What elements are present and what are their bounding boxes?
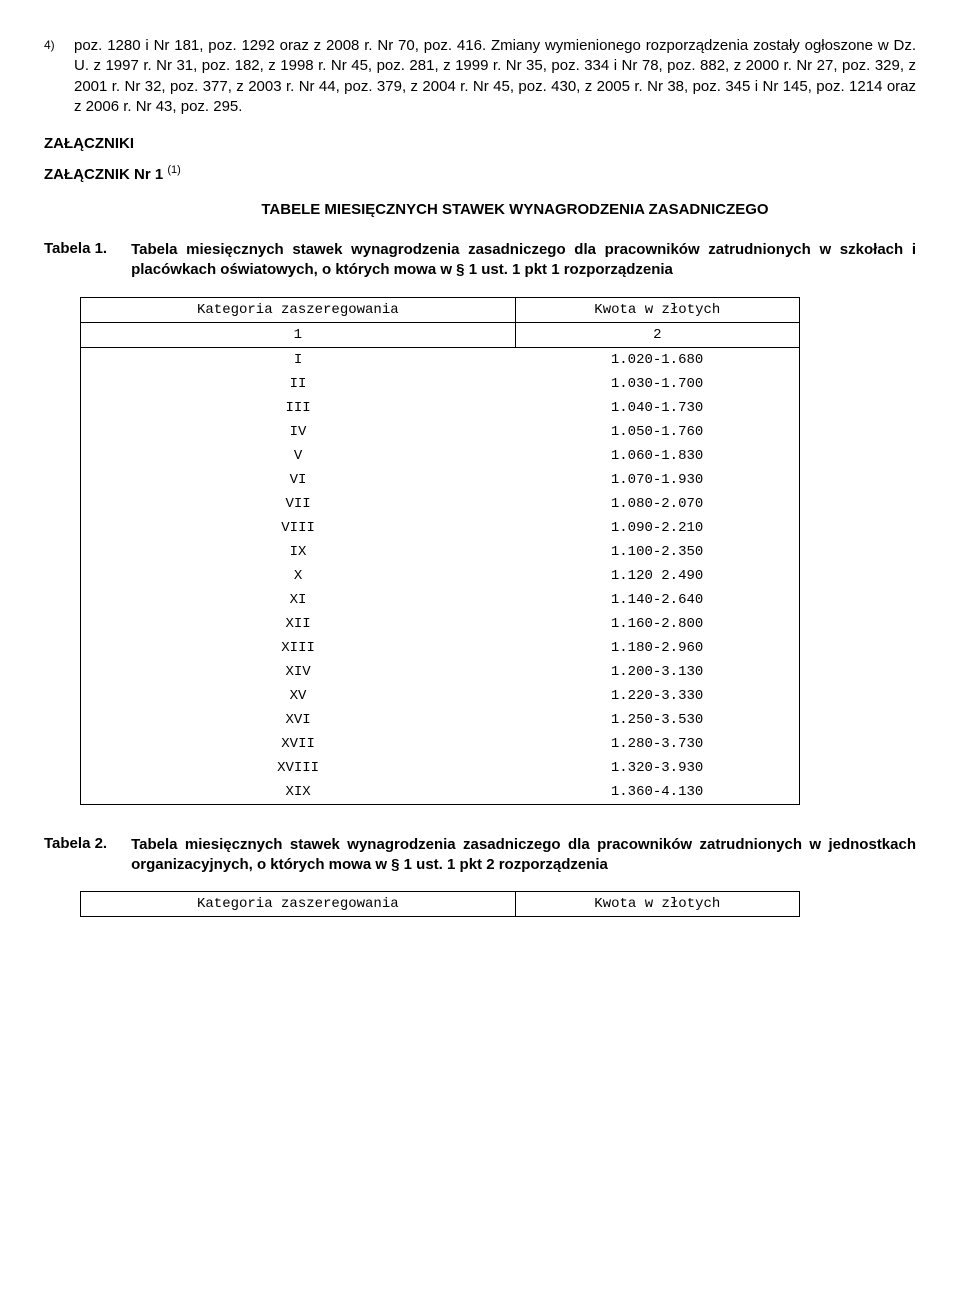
attachment-1-heading: ZAŁĄCZNIK Nr 1 (1) (44, 164, 916, 183)
table2-label: Tabela 2. (44, 835, 107, 852)
table1-numrow: 1 2 (81, 322, 800, 347)
table-row: XV1.220-3.330 (81, 684, 800, 708)
table-cell-amount: 1.030-1.700 (515, 372, 799, 396)
table-row: IX1.100-2.350 (81, 540, 800, 564)
table-cell-amount: 1.200-3.130 (515, 660, 799, 684)
table-cell-category: II (81, 372, 516, 396)
table-cell-amount: 1.220-3.330 (515, 684, 799, 708)
table1-header-amt: Kwota w złotych (515, 297, 799, 322)
table-cell-amount: 1.250-3.530 (515, 708, 799, 732)
table1-header-row: Kategoria zaszeregowania Kwota w złotych (81, 297, 800, 322)
table-row: II1.030-1.700 (81, 372, 800, 396)
table-row: XIV1.200-3.130 (81, 660, 800, 684)
table-row: XVIII1.320-3.930 (81, 756, 800, 780)
table-cell-category: VII (81, 492, 516, 516)
table-cell-category: X (81, 564, 516, 588)
table-cell-category: XVII (81, 732, 516, 756)
table2-caption: Tabela 2. Tabela miesięcznych stawek wyn… (44, 835, 916, 876)
table-cell-category: VIII (81, 516, 516, 540)
table-cell-amount: 1.020-1.680 (515, 347, 799, 372)
table1-numrow-1: 1 (81, 322, 516, 347)
table-row: I1.020-1.680 (81, 347, 800, 372)
table2-header-row: Kategoria zaszeregowania Kwota w złotych (81, 892, 800, 917)
table-cell-category: III (81, 396, 516, 420)
tables-title: TABELE MIESIĘCZNYCH STAWEK WYNAGRODZENIA… (44, 201, 916, 218)
table-row: XII1.160-2.800 (81, 612, 800, 636)
table1-header-cat: Kategoria zaszeregowania (81, 297, 516, 322)
table-cell-category: XVI (81, 708, 516, 732)
table2-desc: Tabela miesięcznych stawek wynagrodzenia… (131, 835, 916, 876)
table-cell-category: VI (81, 468, 516, 492)
table-row: VII1.080-2.070 (81, 492, 800, 516)
table-cell-category: XIV (81, 660, 516, 684)
table-cell-category: XIII (81, 636, 516, 660)
table-cell-category: IV (81, 420, 516, 444)
table1-desc: Tabela miesięcznych stawek wynagrodzenia… (131, 240, 916, 281)
table-cell-amount: 1.280-3.730 (515, 732, 799, 756)
table-cell-category: XV (81, 684, 516, 708)
table-cell-amount: 1.050-1.760 (515, 420, 799, 444)
table-row: X1.120 2.490 (81, 564, 800, 588)
table-cell-amount: 1.180-2.960 (515, 636, 799, 660)
table-cell-amount: 1.100-2.350 (515, 540, 799, 564)
table-row: XVI1.250-3.530 (81, 708, 800, 732)
table1: Kategoria zaszeregowania Kwota w złotych… (80, 297, 800, 805)
footnote-text: poz. 1280 i Nr 181, poz. 1292 oraz z 200… (74, 36, 916, 117)
table2-header-amt: Kwota w złotych (515, 892, 799, 917)
attachment-1-label: ZAŁĄCZNIK Nr 1 (44, 166, 167, 183)
table-cell-amount: 1.320-3.930 (515, 756, 799, 780)
table-row: III1.040-1.730 (81, 396, 800, 420)
table-row: XVII1.280-3.730 (81, 732, 800, 756)
table-row: VI1.070-1.930 (81, 468, 800, 492)
table-cell-category: IX (81, 540, 516, 564)
attachments-heading: ZAŁĄCZNIKI (44, 135, 916, 152)
table-cell-amount: 1.090-2.210 (515, 516, 799, 540)
table-cell-category: I (81, 347, 516, 372)
table2: Kategoria zaszeregowania Kwota w złotych (80, 891, 800, 917)
table1-caption: Tabela 1. Tabela miesięcznych stawek wyn… (44, 240, 916, 281)
table2-header-cat: Kategoria zaszeregowania (81, 892, 516, 917)
table-cell-amount: 1.070-1.930 (515, 468, 799, 492)
table-cell-amount: 1.040-1.730 (515, 396, 799, 420)
table-row: VIII1.090-2.210 (81, 516, 800, 540)
footnote-block: 4) poz. 1280 i Nr 181, poz. 1292 oraz z … (44, 36, 916, 117)
table1-body: I1.020-1.680II1.030-1.700III1.040-1.730I… (81, 347, 800, 804)
table-row: IV1.050-1.760 (81, 420, 800, 444)
table-cell-amount: 1.160-2.800 (515, 612, 799, 636)
table-cell-amount: 1.140-2.640 (515, 588, 799, 612)
footnote-number: 4) (44, 36, 62, 55)
table-row: V1.060-1.830 (81, 444, 800, 468)
table-cell-amount: 1.060-1.830 (515, 444, 799, 468)
table-row: XIII1.180-2.960 (81, 636, 800, 660)
table-row: XI1.140-2.640 (81, 588, 800, 612)
table-cell-category: V (81, 444, 516, 468)
table-cell-amount: 1.080-2.070 (515, 492, 799, 516)
table-row: XIX1.360-4.130 (81, 780, 800, 805)
table-cell-category: XVIII (81, 756, 516, 780)
attachment-1-sup: (1) (167, 164, 180, 176)
table1-label: Tabela 1. (44, 240, 107, 257)
table1-numrow-2: 2 (515, 322, 799, 347)
table-cell-category: XI (81, 588, 516, 612)
table-cell-category: XII (81, 612, 516, 636)
table-cell-amount: 1.360-4.130 (515, 780, 799, 805)
table-cell-category: XIX (81, 780, 516, 805)
table-cell-amount: 1.120 2.490 (515, 564, 799, 588)
